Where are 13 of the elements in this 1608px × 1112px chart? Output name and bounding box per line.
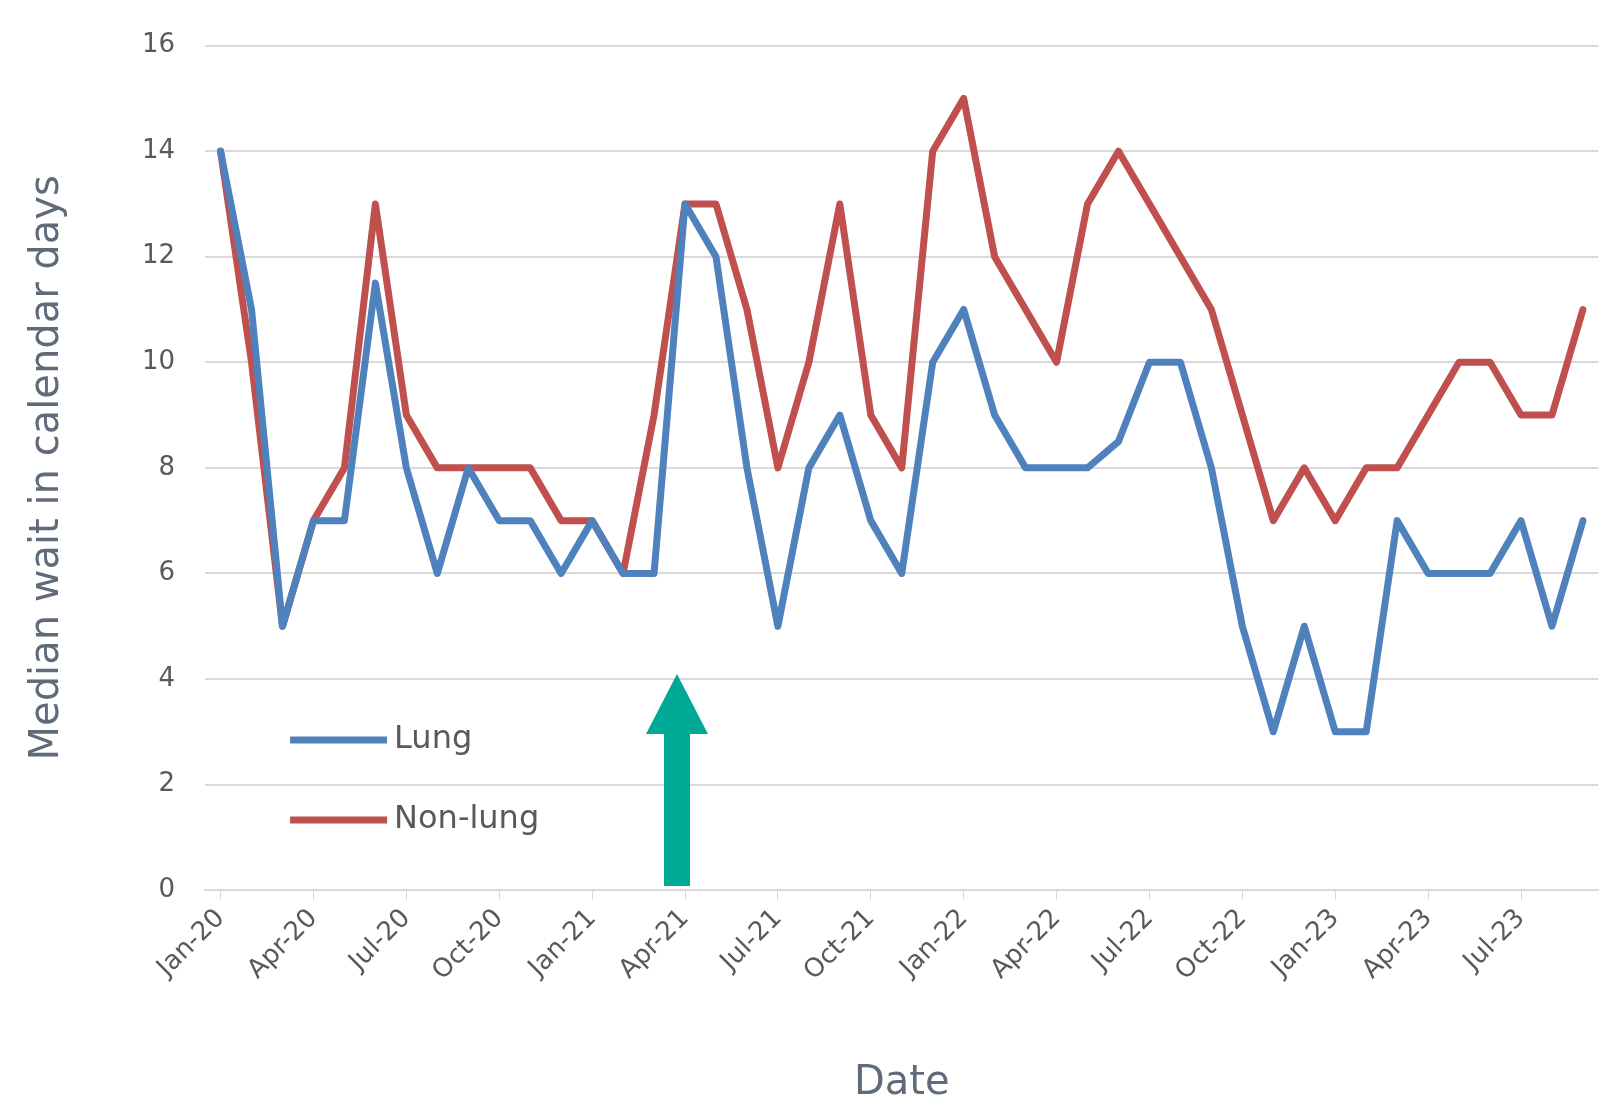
y-tick-label: 0: [158, 872, 176, 903]
y-tick-label: 14: [141, 133, 176, 164]
legend-label: Lung: [394, 718, 473, 757]
y-tick-label: 16: [141, 28, 176, 59]
y-tick-label: 2: [158, 767, 176, 798]
y-axis-title: Median wait in calendar days: [21, 175, 68, 761]
y-tick-label: 10: [141, 345, 176, 376]
x-axis-title: Date: [853, 1057, 950, 1104]
y-tick-label: 8: [158, 450, 176, 481]
legend-label: Non-lung: [394, 798, 540, 837]
y-tick-label: 4: [158, 661, 176, 692]
y-tick-label: 6: [158, 556, 176, 587]
y-tick-label: 12: [141, 239, 176, 270]
